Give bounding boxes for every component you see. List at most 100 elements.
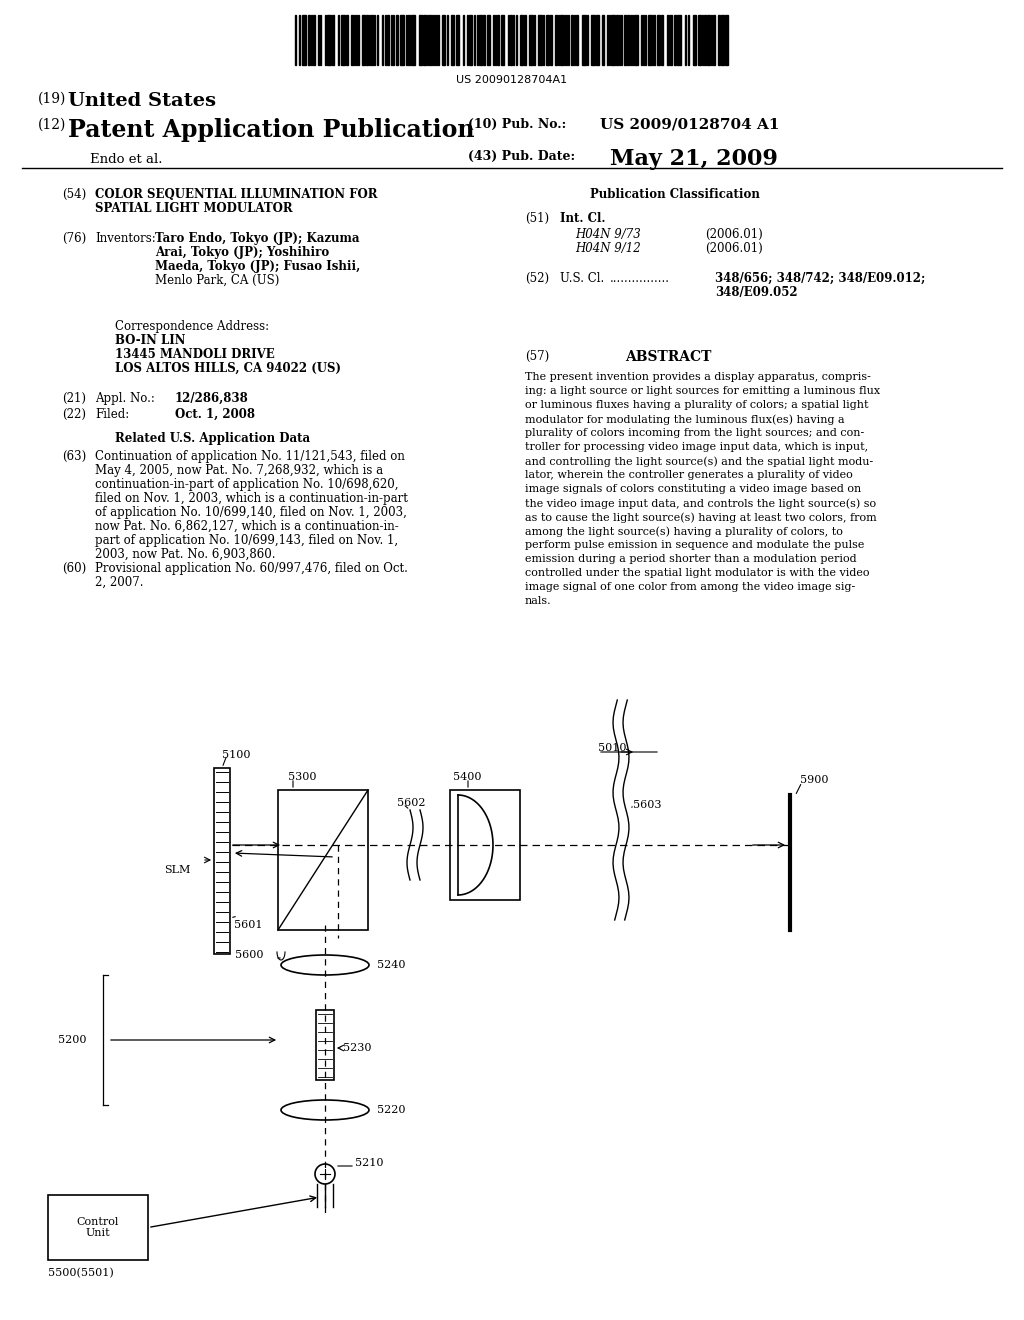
Text: continuation-in-part of application No. 10/698,620,: continuation-in-part of application No. … bbox=[95, 478, 398, 491]
Text: BO-IN LIN: BO-IN LIN bbox=[115, 334, 185, 347]
Text: US 2009/0128704 A1: US 2009/0128704 A1 bbox=[600, 117, 779, 132]
Text: (52): (52) bbox=[525, 272, 549, 285]
Text: (63): (63) bbox=[62, 450, 86, 463]
Text: 5010: 5010 bbox=[598, 743, 627, 752]
Bar bbox=[718, 15, 720, 65]
Bar bbox=[332, 15, 334, 65]
Text: (54): (54) bbox=[62, 187, 86, 201]
Text: of application No. 10/699,140, filed on Nov. 1, 2003,: of application No. 10/699,140, filed on … bbox=[95, 506, 407, 519]
Bar bbox=[497, 15, 499, 65]
Text: ................: ................ bbox=[610, 272, 670, 285]
Text: or luminous fluxes having a plurality of colors; a spatial light: or luminous fluxes having a plurality of… bbox=[525, 400, 868, 411]
Text: Provisional application No. 60/997,476, filed on Oct.: Provisional application No. 60/997,476, … bbox=[95, 562, 408, 576]
Text: 5600: 5600 bbox=[234, 950, 263, 960]
Bar bbox=[396, 15, 398, 65]
Text: the video image input data, and controls the light source(s) so: the video image input data, and controls… bbox=[525, 498, 877, 508]
Text: Taro Endo, Tokyo (JP); Kazuma: Taro Endo, Tokyo (JP); Kazuma bbox=[155, 232, 359, 246]
Bar bbox=[674, 15, 676, 65]
Text: 5900: 5900 bbox=[800, 775, 828, 785]
Bar bbox=[510, 15, 512, 65]
Bar bbox=[371, 15, 373, 65]
Text: 5230: 5230 bbox=[343, 1043, 372, 1053]
Text: Appl. No.:: Appl. No.: bbox=[95, 392, 155, 405]
Circle shape bbox=[315, 1164, 335, 1184]
Text: 5100: 5100 bbox=[222, 750, 251, 760]
Bar bbox=[571, 15, 573, 65]
Text: 2003, now Pat. No. 6,903,860.: 2003, now Pat. No. 6,903,860. bbox=[95, 548, 275, 561]
Text: Control
Unit: Control Unit bbox=[77, 1217, 119, 1238]
Bar bbox=[627, 15, 629, 65]
Bar bbox=[469, 15, 472, 65]
Text: as to cause the light source(s) having at least two colors, from: as to cause the light source(s) having a… bbox=[525, 512, 877, 523]
Text: ABSTRACT: ABSTRACT bbox=[625, 350, 712, 364]
Text: plurality of colors incoming from the light sources; and con-: plurality of colors incoming from the li… bbox=[525, 428, 864, 438]
Bar bbox=[616, 15, 618, 65]
Text: (76): (76) bbox=[62, 232, 86, 246]
Text: Maeda, Tokyo (JP); Fusao Ishii,: Maeda, Tokyo (JP); Fusao Ishii, bbox=[155, 260, 360, 273]
Text: 348/656; 348/742; 348/E09.012;: 348/656; 348/742; 348/E09.012; bbox=[715, 272, 926, 285]
Bar bbox=[657, 15, 660, 65]
Bar bbox=[667, 15, 669, 65]
Bar bbox=[501, 15, 504, 65]
Text: H04N 9/73: H04N 9/73 bbox=[575, 228, 641, 242]
Bar bbox=[450, 789, 520, 900]
Text: filed on Nov. 1, 2003, which is a continuation-in-part: filed on Nov. 1, 2003, which is a contin… bbox=[95, 492, 408, 506]
Bar bbox=[707, 15, 710, 65]
Bar bbox=[366, 15, 368, 65]
Text: among the light source(s) having a plurality of colors, to: among the light source(s) having a plura… bbox=[525, 525, 843, 536]
Bar bbox=[677, 15, 681, 65]
Bar bbox=[341, 15, 345, 65]
Text: The present invention provides a display apparatus, compris-: The present invention provides a display… bbox=[525, 372, 870, 381]
Text: COLOR SEQUENTIAL ILLUMINATION FOR: COLOR SEQUENTIAL ILLUMINATION FOR bbox=[95, 187, 378, 201]
Bar bbox=[308, 15, 310, 65]
Bar bbox=[48, 1195, 148, 1261]
Text: 5602: 5602 bbox=[397, 799, 426, 808]
Bar bbox=[483, 15, 485, 65]
Text: SLM: SLM bbox=[164, 865, 190, 875]
Bar bbox=[419, 15, 422, 65]
Bar bbox=[705, 15, 706, 65]
Text: H04N 9/12: H04N 9/12 bbox=[575, 242, 641, 255]
Text: Patent Application Publication: Patent Application Publication bbox=[68, 117, 474, 143]
Text: Filed:: Filed: bbox=[95, 408, 129, 421]
Text: Arai, Tokyo (JP); Yoshihiro: Arai, Tokyo (JP); Yoshihiro bbox=[155, 246, 330, 259]
Text: 5220: 5220 bbox=[377, 1105, 406, 1115]
Bar bbox=[602, 15, 604, 65]
Bar bbox=[538, 15, 542, 65]
Text: (57): (57) bbox=[525, 350, 549, 363]
Bar bbox=[411, 15, 415, 65]
Bar bbox=[346, 15, 348, 65]
Bar bbox=[624, 15, 626, 65]
Text: 5601: 5601 bbox=[234, 920, 262, 931]
Text: (19): (19) bbox=[38, 92, 67, 106]
Ellipse shape bbox=[281, 1100, 369, 1119]
Bar bbox=[487, 15, 490, 65]
Text: 348/E09.052: 348/E09.052 bbox=[715, 286, 798, 300]
Text: modulator for modulating the luminous flux(es) having a: modulator for modulating the luminous fl… bbox=[525, 414, 845, 425]
Text: Inventors:: Inventors: bbox=[95, 232, 156, 246]
Text: part of application No. 10/699,143, filed on Nov. 1,: part of application No. 10/699,143, file… bbox=[95, 535, 398, 546]
Bar bbox=[362, 15, 365, 65]
Bar bbox=[698, 15, 701, 65]
Bar bbox=[670, 15, 672, 65]
Bar bbox=[524, 15, 526, 65]
Text: SPATIAL LIGHT MODULATOR: SPATIAL LIGHT MODULATOR bbox=[95, 202, 293, 215]
Text: Publication Classification: Publication Classification bbox=[590, 187, 760, 201]
Text: perform pulse emission in sequence and modulate the pulse: perform pulse emission in sequence and m… bbox=[525, 540, 864, 550]
Bar bbox=[423, 15, 426, 65]
Ellipse shape bbox=[281, 954, 369, 975]
Bar bbox=[351, 15, 353, 65]
Text: (22): (22) bbox=[62, 408, 86, 421]
Text: (2006.01): (2006.01) bbox=[705, 228, 763, 242]
Text: and controlling the light source(s) and the spatial light modu-: and controlling the light source(s) and … bbox=[525, 455, 873, 466]
Text: controlled under the spatial light modulator is with the video: controlled under the spatial light modul… bbox=[525, 568, 869, 578]
Bar bbox=[582, 15, 586, 65]
Text: (51): (51) bbox=[525, 213, 549, 224]
Polygon shape bbox=[278, 789, 368, 931]
Bar bbox=[725, 15, 728, 65]
Text: now Pat. No. 6,862,127, which is a continuation-in-: now Pat. No. 6,862,127, which is a conti… bbox=[95, 520, 398, 533]
Bar bbox=[611, 15, 615, 65]
Text: (12): (12) bbox=[38, 117, 67, 132]
Bar bbox=[560, 15, 563, 65]
Text: Int. Cl.: Int. Cl. bbox=[560, 213, 605, 224]
